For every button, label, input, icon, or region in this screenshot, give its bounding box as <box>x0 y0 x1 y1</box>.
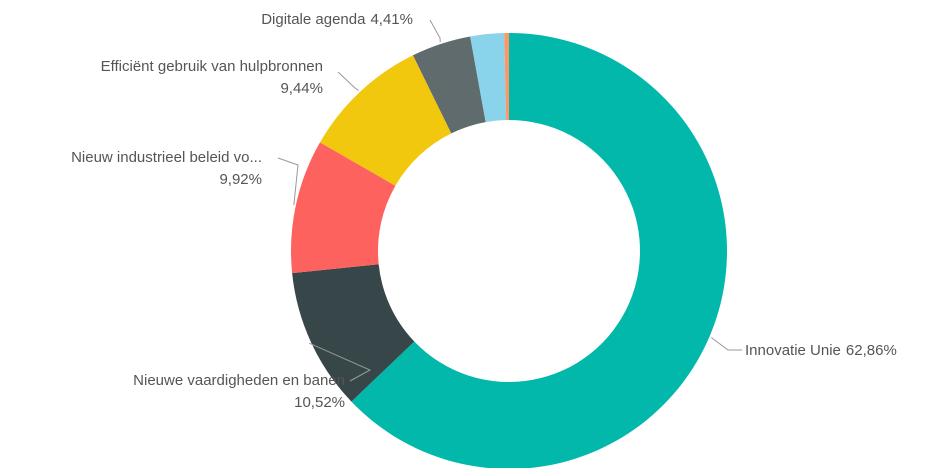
donut-slice <box>504 33 509 121</box>
leader-line <box>710 337 742 351</box>
leader-line <box>277 157 299 206</box>
label-value: 10,52% <box>294 394 345 411</box>
leader-line <box>309 342 372 382</box>
data-label: Nieuw industrieel beleid vo... 9,92% <box>71 149 262 188</box>
label-value: 9,44% <box>280 80 323 97</box>
label-value: 4,41% <box>370 11 413 28</box>
leader-line <box>337 71 359 91</box>
donut-slice <box>351 33 727 468</box>
data-label: Digitale agenda 4,41% <box>261 11 413 28</box>
donut-slice <box>292 264 415 402</box>
donut-slice <box>291 142 396 274</box>
donut-slice <box>412 36 486 134</box>
label-category: Nieuw industrieel beleid vo... <box>71 149 262 166</box>
label-category: Nieuwe vaardigheden en banen <box>133 372 345 389</box>
label-value: 9,92% <box>219 171 262 188</box>
data-label: Efficiënt gebruik van hulpbronnen 9,44% <box>101 58 323 97</box>
leader-line <box>429 19 441 43</box>
donut-slice <box>319 55 452 186</box>
label-category: Efficiënt gebruik van hulpbronnen <box>101 58 323 75</box>
label-value: 62,86% <box>846 342 897 359</box>
label-category: Digitale agenda <box>261 11 366 28</box>
label-category: Innovatie Unie <box>745 342 841 359</box>
donut-slice <box>470 33 507 123</box>
data-label: Nieuwe vaardigheden en banen 10,52% <box>133 372 345 411</box>
data-label: Innovatie Unie 62,86% <box>745 342 897 359</box>
